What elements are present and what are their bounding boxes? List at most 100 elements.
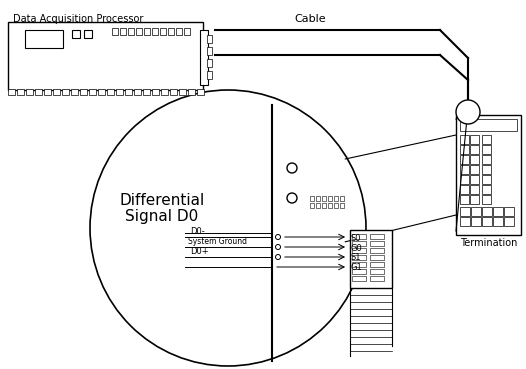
Text: Data Acquisition Processor: Data Acquisition Processor [13,14,144,24]
Text: D0+: D0+ [190,247,209,256]
Bar [352,241,366,246]
Bar [482,175,491,184]
Bar [493,217,503,226]
Bar [184,28,190,35]
Bar [470,185,479,194]
Bar [188,89,195,95]
Bar [460,165,469,174]
Bar [370,269,384,274]
Text: Signal D0: Signal D0 [125,208,199,224]
Bar [328,196,332,201]
Bar [493,207,503,216]
Bar [370,241,384,246]
Bar [370,276,384,281]
Bar [456,115,521,235]
Text: Cable: Cable [294,14,326,24]
Bar [370,234,384,239]
Text: Termination: Termination [460,238,517,248]
Bar [120,28,126,35]
Bar [504,207,514,216]
Bar [197,89,204,95]
Bar [125,89,132,95]
Bar [352,248,366,253]
Bar [482,135,491,144]
Bar [460,119,517,131]
Bar [334,203,338,208]
Bar [80,89,87,95]
Bar [340,203,344,208]
Bar [482,195,491,204]
Bar [328,203,332,208]
Bar [460,217,470,226]
Bar [470,145,479,154]
Bar [207,47,212,55]
Bar [53,89,60,95]
Bar [84,30,92,38]
Bar [352,255,366,260]
Bar [350,230,392,288]
Text: S0: S0 [350,234,360,242]
Bar [340,196,344,201]
Bar [107,89,114,95]
Circle shape [90,90,366,366]
Bar [8,22,203,90]
Text: G0: G0 [350,244,362,252]
Bar [470,195,479,204]
Bar [482,155,491,164]
Bar [134,89,141,95]
Circle shape [276,245,280,249]
Bar [35,89,42,95]
Bar [310,203,314,208]
Bar [17,89,24,95]
Bar [72,30,80,38]
Bar [144,28,150,35]
Bar [112,28,118,35]
Bar [310,196,314,201]
Bar [460,195,469,204]
Bar [370,255,384,260]
Circle shape [287,193,297,203]
Bar [128,28,134,35]
Bar [176,28,182,35]
Bar [152,89,159,95]
Bar [460,175,469,184]
Bar [370,262,384,267]
Bar [116,89,123,95]
Text: Differential: Differential [119,193,205,207]
Bar [352,234,366,239]
Text: G1: G1 [350,263,362,272]
Bar [334,196,338,201]
Bar [26,89,33,95]
Bar [62,89,69,95]
Bar [352,262,366,267]
Bar [482,165,491,174]
Bar [460,135,469,144]
Bar [470,135,479,144]
Bar [482,217,492,226]
Bar [207,71,212,79]
Bar [44,89,51,95]
Bar [200,30,208,85]
Bar [460,145,469,154]
Bar [471,217,481,226]
Bar [482,185,491,194]
Bar [460,207,470,216]
Bar [482,145,491,154]
Bar [25,30,63,48]
Circle shape [456,100,480,124]
Text: D0-: D0- [190,227,205,236]
Bar [470,175,479,184]
Bar [504,217,514,226]
Bar [322,203,326,208]
Bar [471,207,481,216]
Circle shape [276,255,280,259]
Bar [136,28,142,35]
Bar [207,59,212,67]
Bar [161,89,168,95]
Bar [160,28,166,35]
Bar [460,155,469,164]
Bar [482,207,492,216]
Bar [322,196,326,201]
Bar [352,276,366,281]
Text: S1: S1 [350,254,360,262]
